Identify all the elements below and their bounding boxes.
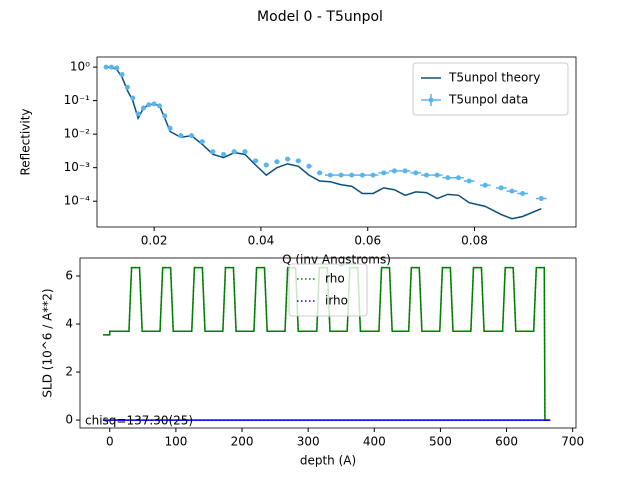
data-point [391, 168, 397, 174]
data-point [114, 65, 120, 71]
data-point [413, 170, 419, 176]
annotation: chisq=137.30(25) [85, 414, 193, 428]
x-tick-label: 0 [106, 435, 114, 449]
data-point [402, 168, 408, 174]
legend-box [412, 62, 569, 116]
axes-frame [79, 257, 577, 429]
data-point [306, 163, 312, 169]
legend-swatch [428, 97, 434, 103]
data-point [103, 64, 109, 70]
data-point [119, 72, 125, 78]
x-tick-label: 600 [495, 435, 518, 449]
data-point [317, 170, 323, 176]
data-point [445, 175, 451, 181]
data-point [349, 172, 355, 178]
data-point [263, 162, 269, 168]
data-point [456, 175, 462, 181]
data-point [130, 95, 136, 101]
x-tick-label: 0.02 [141, 234, 168, 248]
y-tick-label: 2 [65, 365, 73, 379]
y-tick-label: 10⁻¹ [64, 93, 91, 107]
x-axis-label: depth (A) [300, 454, 356, 468]
data-point [151, 101, 157, 107]
y-axis-label: Reflectivity [19, 108, 33, 175]
data-point [140, 105, 146, 111]
legend-label: irho [325, 294, 348, 308]
data-point [338, 172, 344, 178]
data-point [108, 64, 114, 70]
x-tick-label: 0.08 [461, 234, 488, 248]
x-tick-label: 0.04 [248, 234, 275, 248]
data-point [253, 158, 259, 164]
legend-label: T5unpol theory [448, 71, 540, 85]
x-axis-label: Q (inv Angstroms) [282, 253, 391, 267]
data-point [274, 159, 280, 165]
data-point [156, 103, 162, 109]
data-point [381, 170, 387, 176]
data-point [370, 172, 376, 178]
y-tick-label: 0 [65, 413, 73, 427]
data-point [178, 133, 184, 139]
legend-label: rho [325, 272, 345, 286]
data-point [295, 158, 301, 164]
data-point [538, 196, 544, 202]
data-point [221, 151, 227, 157]
data-point [189, 133, 195, 139]
data-point [210, 149, 216, 155]
data-point [146, 102, 152, 108]
data-point [327, 172, 333, 178]
legend-label: T5unpol data [448, 93, 528, 107]
plot-area [103, 64, 547, 220]
figure-title: Model 0 - T5unpol [257, 9, 383, 25]
data-point [231, 149, 237, 155]
data-point [285, 156, 291, 162]
data-point [509, 188, 515, 194]
series-line [106, 66, 542, 220]
y-tick-label: 6 [65, 269, 73, 283]
x-tick-label: 700 [561, 435, 584, 449]
data-point [242, 149, 248, 155]
data-point [162, 113, 168, 119]
y-tick-label: 10⁻³ [64, 160, 91, 174]
data-point [135, 111, 141, 117]
x-tick-label: 300 [297, 435, 320, 449]
x-tick-label: 400 [363, 435, 386, 449]
legend-box [288, 263, 368, 317]
x-tick-label: 200 [231, 435, 254, 449]
data-point [520, 190, 526, 196]
data-point [167, 125, 173, 131]
y-tick-label: 10⁰ [70, 60, 90, 74]
data-point [359, 172, 365, 178]
data-point [434, 172, 440, 178]
data-point [124, 84, 130, 90]
y-tick-label: 10⁻⁴ [64, 194, 91, 208]
x-tick-label: 500 [429, 435, 452, 449]
y-tick-label: 4 [65, 317, 73, 331]
data-point [423, 172, 429, 178]
y-axis-label: SLD (10^6 / A**2) [41, 288, 55, 397]
data-point [498, 185, 504, 191]
axes-frame [96, 56, 577, 228]
x-tick-label: 0.06 [354, 234, 381, 248]
data-point [466, 178, 472, 184]
data-point [482, 182, 488, 188]
data-point [199, 139, 205, 145]
x-tick-label: 100 [164, 435, 187, 449]
y-tick-label: 10⁻² [64, 127, 91, 141]
